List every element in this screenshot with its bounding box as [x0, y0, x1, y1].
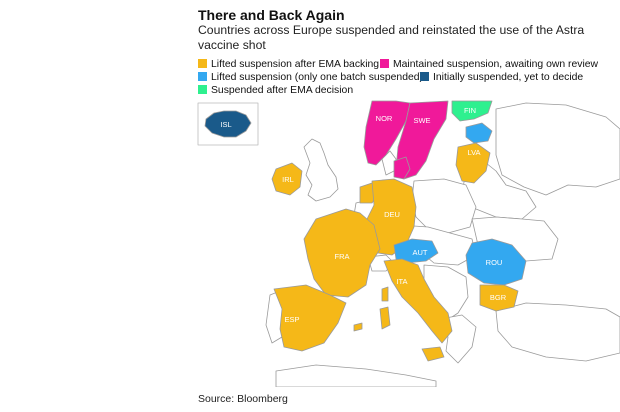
country-bgr [479, 284, 519, 312]
land-turkey [495, 302, 620, 362]
europe-map: ISL IRL NOR SWE FIN LVA DEU FRA AUT ROU … [196, 99, 620, 388]
chart-subtitle: Countries across Europe suspended and re… [198, 23, 585, 52]
label-ita: ITA [396, 277, 407, 286]
label-nor: NOR [376, 114, 393, 123]
country-irl [271, 162, 303, 196]
legend-label-lifted: Lifted suspension after EMA backing [211, 59, 380, 70]
country-lva [455, 142, 491, 184]
label-fra: FRA [335, 252, 350, 261]
label-bgr: BGR [490, 293, 507, 302]
label-rou: ROU [486, 258, 503, 267]
legend-swatch-after-ema [198, 85, 207, 94]
label-isl: ISL [220, 120, 231, 129]
country-esp [273, 284, 347, 352]
country-nor [363, 100, 411, 166]
country-sicily [421, 346, 445, 362]
legend-swatch-one-batch [198, 72, 207, 81]
label-swe: SWE [413, 116, 430, 125]
country-isl [204, 110, 252, 138]
legend-label-maintained: Maintained suspension, awaiting own revi… [393, 59, 599, 70]
land-north-africa [275, 364, 437, 388]
legend-label-yet-to-decide: Initially suspended, yet to decide [433, 72, 584, 83]
country-rou [465, 238, 527, 286]
label-esp: ESP [284, 315, 299, 324]
country-sardinia [379, 306, 391, 330]
country-fin [451, 100, 493, 122]
country-fra [303, 208, 381, 298]
country-mallorca [353, 322, 363, 332]
label-irl: IRL [282, 175, 294, 184]
legend-label-after-ema: Suspended after EMA decision [211, 85, 354, 96]
legend-label-one-batch: Lifted suspension (only one batch suspen… [211, 72, 423, 83]
land-uk [303, 138, 339, 202]
legend-item-lifted: Lifted suspension after EMA backing [198, 58, 379, 71]
label-lva: LVA [467, 148, 480, 157]
country-corsica [381, 286, 389, 302]
country-swe [395, 100, 449, 180]
legend-item-after-ema: Suspended after EMA decision [198, 84, 353, 97]
label-aut: AUT [413, 248, 428, 257]
country-dnk [393, 156, 411, 180]
legend-swatch-lifted [198, 59, 207, 68]
label-deu: DEU [384, 210, 400, 219]
land-russia-north [495, 102, 620, 196]
legend-swatch-maintained [380, 59, 389, 68]
chart-title: There and Back Again [198, 7, 345, 23]
land-poland [411, 178, 477, 234]
source-note: Source: Bloomberg [198, 393, 288, 405]
country-est [465, 122, 493, 144]
legend-item-one-batch: Lifted suspension (only one batch suspen… [198, 71, 423, 84]
country-ita [383, 258, 453, 344]
europe-map-svg: ISL IRL NOR SWE FIN LVA DEU FRA AUT ROU … [197, 100, 620, 388]
legend-swatch-yet-to-decide [420, 72, 429, 81]
label-fin: FIN [464, 106, 476, 115]
legend-item-maintained: Maintained suspension, awaiting own revi… [380, 58, 598, 71]
legend-item-yet-to-decide: Initially suspended, yet to decide [420, 71, 583, 84]
legend: Lifted suspension after EMA backing Main… [198, 58, 618, 97]
